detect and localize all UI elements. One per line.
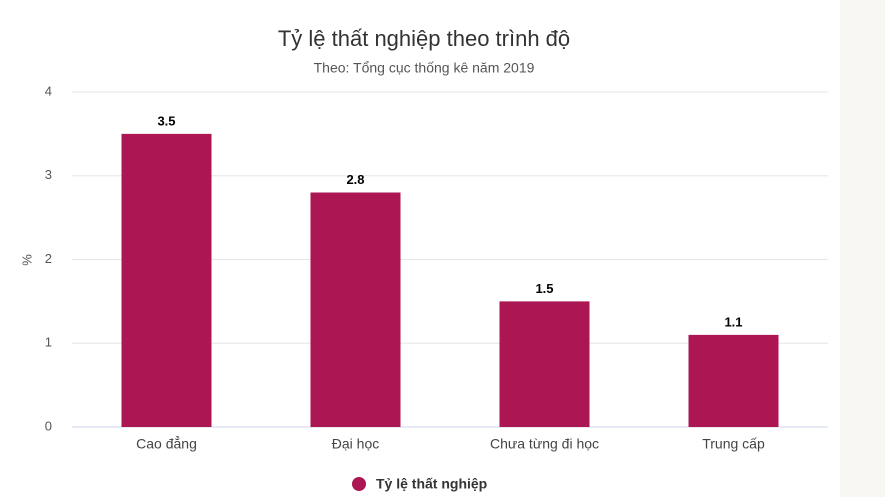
- chart-subtitle: Theo: Tổng cục thống kê năm 2019: [314, 60, 535, 76]
- y-tick-label: 3: [45, 167, 52, 182]
- value-label: 1.1: [724, 314, 742, 329]
- chart-title: Tỷ lệ thất nghiệp theo trình độ: [278, 26, 570, 51]
- value-label: 2.8: [346, 172, 364, 187]
- x-tick-label: Trung cấp: [702, 436, 765, 452]
- legend-label[interactable]: Tỷ lệ thất nghiệp: [376, 476, 487, 492]
- x-tick-label: Chưa từng đi học: [490, 436, 599, 452]
- bar: [499, 301, 590, 427]
- value-label: 1.5: [535, 281, 553, 296]
- value-label: 3.5: [157, 113, 175, 128]
- x-tick-label: Đại học: [332, 436, 379, 452]
- y-tick-label: 1: [45, 335, 52, 350]
- y-tick-label: 2: [45, 251, 52, 266]
- y-tick-label: 0: [45, 418, 52, 433]
- bar: [121, 133, 212, 427]
- y-tick-label: 4: [45, 83, 52, 98]
- legend-marker: [352, 477, 366, 491]
- bar: [310, 192, 401, 427]
- bar: [688, 334, 779, 427]
- y-axis-label: %: [19, 254, 34, 266]
- x-tick-label: Cao đẳng: [136, 435, 197, 452]
